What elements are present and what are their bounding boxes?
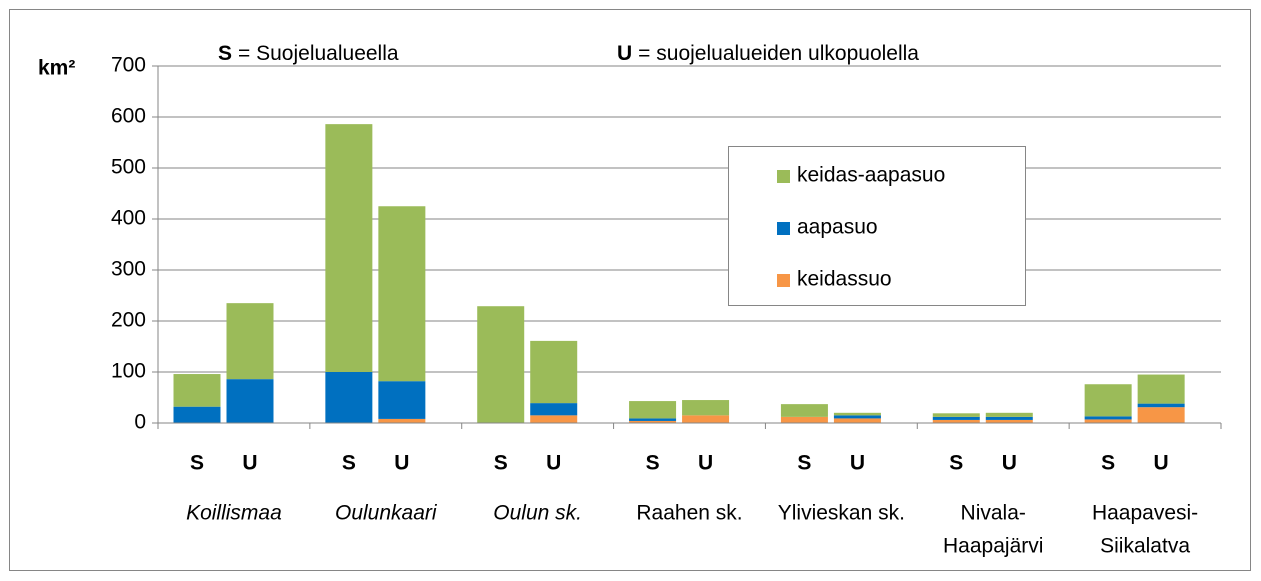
y-tick-label: 100 xyxy=(111,360,146,383)
x-tick-label: U xyxy=(1002,452,1017,475)
annotation-key: S xyxy=(218,42,232,65)
bar-segment xyxy=(1137,407,1185,423)
bar-segment xyxy=(629,418,677,421)
annotation: S = Suojelualueella xyxy=(218,42,399,65)
group-label: Siikalatva xyxy=(1100,535,1190,558)
x-tick-label: U xyxy=(394,452,409,475)
bar-segment xyxy=(833,412,881,416)
bar-segment xyxy=(325,372,373,423)
legend-swatch xyxy=(777,222,790,235)
bar-segment xyxy=(682,400,730,416)
bar-segment xyxy=(1137,403,1185,408)
bar-segment xyxy=(1084,384,1132,417)
x-tick-label: S xyxy=(797,452,811,475)
bar-segment xyxy=(833,415,881,419)
x-tick-label: U xyxy=(1154,452,1169,475)
bar-segment xyxy=(629,420,677,423)
bar-segment xyxy=(932,413,980,417)
group-label: Oulunkaari xyxy=(335,502,438,525)
x-tick-label: S xyxy=(342,452,356,475)
bar-segment xyxy=(780,404,828,417)
bar-segment xyxy=(1084,419,1132,423)
x-tick-label: S xyxy=(949,452,963,475)
group-label: Haapavesi- xyxy=(1092,502,1198,525)
annotation-text: = Suojelualueella xyxy=(238,42,399,65)
bar-segment xyxy=(780,416,828,423)
group-label: Nivala- xyxy=(961,502,1026,525)
bar-segment xyxy=(378,418,426,423)
x-tick-label: S xyxy=(646,452,660,475)
bar-segment xyxy=(682,415,730,423)
bar-segment xyxy=(226,303,274,380)
annotation-text: = suojelualueiden ulkopuolella xyxy=(638,42,919,65)
bar-segment xyxy=(833,418,881,423)
legend-label: keidassuo xyxy=(797,268,892,291)
group-label: Ylivieskan sk. xyxy=(778,502,905,525)
y-tick-label: 200 xyxy=(111,309,146,332)
legend-swatch xyxy=(777,274,790,287)
bar-segment xyxy=(1084,416,1132,420)
annotation-key: U xyxy=(617,42,632,65)
bar-segment xyxy=(932,419,980,423)
bar-segment xyxy=(173,374,221,407)
x-tick-label: S xyxy=(1101,452,1115,475)
bar-segment xyxy=(1137,374,1185,404)
annotation: U = suojelualueiden ulkopuolella xyxy=(617,42,919,65)
bar-segment xyxy=(530,403,578,416)
y-tick-label: 700 xyxy=(111,54,146,77)
x-tick-label: U xyxy=(850,452,865,475)
y-tick-label: 600 xyxy=(111,105,146,128)
bar-segment xyxy=(985,412,1033,417)
y-axis-label: km² xyxy=(38,57,75,80)
x-tick-label: S xyxy=(190,452,204,475)
group-label: Haapajärvi xyxy=(943,535,1043,558)
bar-segment xyxy=(932,416,980,420)
bar-segment xyxy=(629,401,677,419)
legend-label: aapasuo xyxy=(797,216,878,239)
x-tick-label: U xyxy=(546,452,561,475)
y-tick-label: 300 xyxy=(111,258,146,281)
group-label: Koillismaa xyxy=(186,502,282,525)
y-tick-label: 500 xyxy=(111,156,146,179)
x-tick-label: U xyxy=(698,452,713,475)
bar-segment xyxy=(477,306,525,423)
x-tick-label: U xyxy=(242,452,257,475)
chart-frame xyxy=(9,9,1251,571)
group-label: Oulun sk. xyxy=(493,502,582,525)
bar-segment xyxy=(985,416,1033,420)
legend-label: keidas-aapasuo xyxy=(797,164,945,187)
bar-segment xyxy=(378,381,426,419)
bar-segment xyxy=(378,206,426,382)
bar-segment xyxy=(530,415,578,423)
group-label: Raahen sk. xyxy=(636,502,742,525)
bar-segment xyxy=(226,379,274,423)
x-tick-label: S xyxy=(494,452,508,475)
bar-segment xyxy=(530,340,578,404)
y-tick-label: 0 xyxy=(134,411,146,434)
bar-segment xyxy=(173,406,221,423)
y-tick-label: 400 xyxy=(111,207,146,230)
bar-segment xyxy=(985,419,1033,423)
bar-segment xyxy=(325,124,373,372)
legend-swatch xyxy=(777,170,790,183)
